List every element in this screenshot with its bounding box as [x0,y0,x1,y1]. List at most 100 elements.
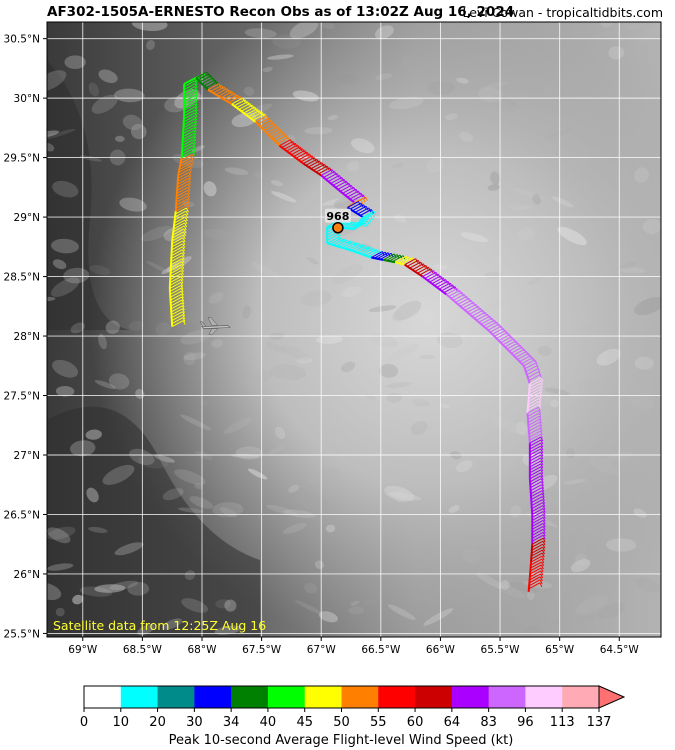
track-segment [531,508,546,545]
lat-tick-label: 26°N [14,569,40,581]
colorbar-swatch [194,686,232,708]
track-segment [522,359,543,384]
colorbar-swatch [562,686,600,708]
colorbar-extend-arrow [598,685,626,709]
track-segment [168,237,186,289]
lon-tick-label: 65°W [545,644,575,656]
track-segment [342,186,366,204]
clear-air-dark [47,406,260,637]
map-credit: Levi Cowan - tropicaltidbits.com [462,5,663,20]
track-segment [527,555,545,592]
aircraft-icon [199,317,231,335]
track-segment [207,83,243,105]
track-segment [326,236,362,252]
lon-tick-label: 66.5°W [361,644,401,656]
track-segment [177,154,195,176]
satellite-layer [47,22,661,637]
track-segment [174,171,192,212]
track-segment [445,287,500,331]
colorbar-label: Peak 10-second Average Flight-level Wind… [169,733,514,748]
track-segment [528,436,544,479]
colorbar-swatch [157,686,195,708]
storm-center: 968 [324,208,351,234]
longitude-axis: 69°W 68.5°W 68°W 67.5°W 67°W 66.5°W 66°W 65.5°W… [68,637,639,656]
track-segment [487,323,536,367]
lat-tick-label: 27.5°N [4,391,40,403]
latitude-axis: 30.5°N 30°N 29.5°N 29°N 28.5°N 28°N 27.5°N 27°N… [4,34,47,640]
lat-tick-label: 27°N [14,450,40,462]
colorbar-swatch [525,686,563,708]
lat-tick-label: 30°N [14,93,40,105]
center-pressure-label: 968 [326,210,349,223]
colorbar-swatch [304,686,342,708]
track-segment [278,139,315,165]
lat-tick-label: 28.5°N [4,272,40,284]
colorbar-tick-label: 83 [480,715,497,730]
colorbar-tick-label: 64 [444,715,461,730]
track-segment [526,406,544,444]
colorbar-swatch [415,686,453,708]
track-segment [526,377,544,414]
track-segment [168,284,186,327]
lat-tick-label: 29.5°N [4,153,40,165]
track-segment [183,80,198,117]
colorbar-swatch [231,686,269,708]
track-segment [528,472,546,515]
graticule [47,22,661,637]
colorbar-tick-label: 0 [80,715,88,730]
colorbar-tick-label: 96 [517,715,534,730]
colorbar-tick-label: 113 [550,715,575,730]
center-fix-marker [332,222,344,234]
colorbar-tick-label: 55 [370,715,387,730]
colorbar-tick-label: 45 [296,715,313,730]
colorbar-tick-label: 10 [113,715,130,730]
colorbar-tick-label: 50 [333,715,350,730]
colorbar-swatch [451,686,490,708]
map-title: AF302-1505A-ERNESTO Recon Obs as of 13:0… [47,4,515,20]
track-segment [320,169,354,195]
lon-tick-label: 68°W [187,644,217,656]
cloud-texture [47,22,661,637]
lat-tick-label: 25.5°N [4,628,40,640]
track-segment [382,253,406,264]
colorbar-swatch [378,686,416,708]
lat-tick-label: 29°N [14,212,40,224]
track-segment [404,258,434,278]
track-segment [350,243,382,259]
colorbar-tick-label: 60 [407,715,424,730]
colorbar-tick-label: 40 [260,715,277,730]
map-frame [46,21,662,638]
track-segment [371,251,394,261]
colorbar-swatch [84,686,122,708]
track-segment [180,112,198,159]
track-segment [254,115,291,147]
lon-tick-label: 68.5°W [123,644,163,656]
track-segment [195,71,220,91]
track-segment [302,157,333,177]
track-segment [421,270,458,296]
lon-tick-label: 64.5°W [600,644,640,656]
lon-tick-label: 66°W [426,644,456,656]
colorbar-tick-label: 137 [587,715,612,730]
colorbar-swatch [267,686,306,708]
colorbar-tick-label: 34 [223,715,240,730]
colorbar: 0 10 20 30 34 40 45 50 55 60 64 83 96 113 137 [80,685,626,730]
track-segment [231,97,267,123]
clear-air-dark-north [47,60,130,330]
lat-tick-label: 30.5°N [4,34,40,46]
colorbar-swatch [341,686,379,708]
satellite-time-label: Satellite data from 12:25Z Aug 16 [53,618,266,633]
track-segment [171,207,189,242]
flight-track [168,71,546,592]
track-segment [530,537,546,563]
lon-tick-label: 67.5°W [242,644,282,656]
pressure-label-box [324,208,351,223]
colorbar-swatch [488,686,526,708]
lon-tick-label: 67°W [307,644,337,656]
lon-tick-label: 69°W [68,644,98,656]
colorbar-tick-label: 30 [186,715,203,730]
lat-tick-label: 26.5°N [4,509,40,521]
lon-tick-label: 65.5°W [481,644,521,656]
lat-tick-label: 28°N [14,331,40,343]
